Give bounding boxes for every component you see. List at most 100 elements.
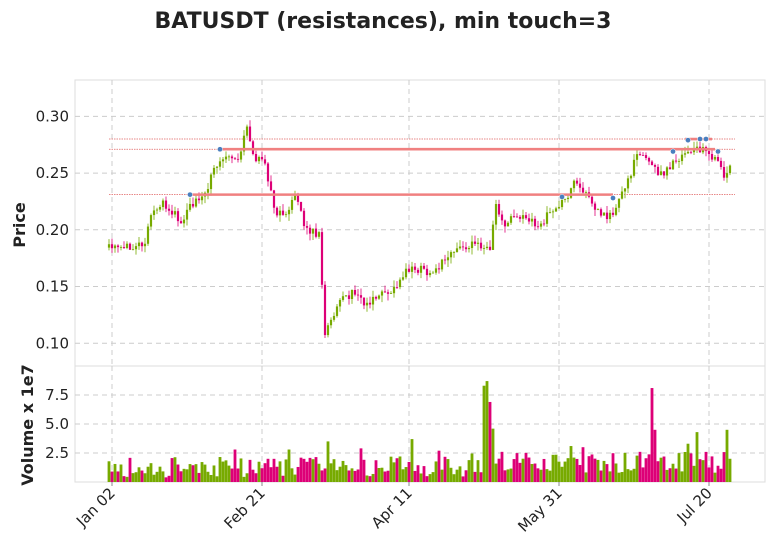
candle-body xyxy=(629,175,633,179)
volume-bar xyxy=(248,459,252,482)
volume-bar xyxy=(209,474,213,482)
candle-body xyxy=(524,215,528,219)
volume-bar xyxy=(281,475,285,482)
price-tick-label: 0.15 xyxy=(36,278,69,296)
volume-bar xyxy=(308,457,312,482)
candle-body xyxy=(551,211,555,213)
candle-body xyxy=(488,246,492,250)
candle-body xyxy=(431,272,435,274)
candle-body xyxy=(512,216,516,217)
candle-body xyxy=(509,216,513,223)
volume-bar xyxy=(134,472,138,482)
volume-bar xyxy=(554,454,558,482)
candle-body xyxy=(569,188,573,198)
candle-body xyxy=(518,216,522,219)
candle-body xyxy=(146,226,150,244)
x-tick-label: Jul 20 xyxy=(673,484,716,527)
candle-body xyxy=(539,223,543,227)
volume-bar xyxy=(155,471,159,482)
volume-bar xyxy=(446,459,450,482)
candle-body xyxy=(485,246,489,248)
candle-body xyxy=(329,319,333,326)
volume-bar xyxy=(431,472,435,482)
candle-body xyxy=(533,218,537,227)
candle-body xyxy=(476,242,480,244)
candle-body xyxy=(707,151,711,155)
candle-body xyxy=(332,315,336,320)
volume-bar xyxy=(323,468,327,482)
volume-bar xyxy=(311,459,315,482)
candle-body xyxy=(581,187,585,193)
candle-body xyxy=(470,241,474,249)
candle-body xyxy=(161,200,165,208)
candle-body xyxy=(134,246,138,250)
candle-body xyxy=(398,279,402,288)
volume-bar xyxy=(695,432,699,482)
candle-body xyxy=(530,218,534,222)
volume-bar xyxy=(725,429,729,482)
candle-body xyxy=(383,291,387,293)
volume-panel: 2.5 5.0 7.5 Volume x 1e7 xyxy=(18,364,766,486)
candle-body xyxy=(326,325,330,336)
candle-body xyxy=(317,232,321,237)
candle-body xyxy=(245,126,249,136)
volume-bar xyxy=(530,463,534,482)
candle-body xyxy=(650,161,654,166)
volume-bar xyxy=(641,467,645,482)
volume-bar xyxy=(692,465,696,482)
candle-body xyxy=(257,156,261,162)
candle-body xyxy=(410,266,414,272)
candle-body xyxy=(506,222,510,227)
volume-bar xyxy=(128,457,132,482)
candle-body xyxy=(710,154,714,160)
volume-bar xyxy=(464,470,468,482)
volume-bar xyxy=(353,470,357,482)
candle-body xyxy=(461,246,465,248)
candle-body xyxy=(662,171,666,176)
volume-bar xyxy=(278,461,282,482)
candle-body xyxy=(314,228,318,237)
volume-bar xyxy=(335,470,339,482)
volume-bar xyxy=(329,463,333,482)
volume-bar xyxy=(188,464,192,482)
candle-body xyxy=(590,196,594,204)
candle-body xyxy=(482,247,486,249)
volume-bar xyxy=(320,470,324,482)
candle-body xyxy=(497,204,501,215)
volume-bar xyxy=(506,469,510,482)
candle-body xyxy=(149,215,153,227)
candle-body xyxy=(236,158,240,160)
volume-bar xyxy=(593,458,597,482)
volume-bar xyxy=(341,460,345,482)
volume-bar xyxy=(548,470,552,482)
candle-body xyxy=(605,212,609,220)
candle-body xyxy=(215,166,219,168)
volume-bar xyxy=(608,471,612,482)
candle-body xyxy=(608,212,612,220)
volume-bar xyxy=(119,464,123,482)
volume-bar xyxy=(287,449,291,482)
volume-axis-label: Volume x 1e7 xyxy=(18,364,37,485)
volume-bar xyxy=(254,473,258,482)
candle-body xyxy=(380,291,384,296)
volume-bar xyxy=(194,464,198,482)
candle-body xyxy=(323,284,327,336)
volume-bar xyxy=(350,468,354,482)
x-axis-ticks: Jan 02 Feb 21 Apr 11 May 31 Jul 20 xyxy=(72,482,716,536)
volume-bar xyxy=(542,458,546,482)
candle-body xyxy=(491,224,495,250)
volume-bar xyxy=(233,449,237,482)
candle-body xyxy=(548,212,552,214)
volume-bar xyxy=(173,457,177,482)
volume-grid xyxy=(75,366,765,482)
volume-bar xyxy=(668,468,672,482)
candle-body xyxy=(353,289,357,295)
candle-body xyxy=(500,214,504,221)
candle-body xyxy=(596,209,600,211)
volume-bar xyxy=(488,401,492,482)
volume-bar xyxy=(110,471,114,482)
volume-bar xyxy=(524,452,528,482)
volume-bar xyxy=(584,472,588,482)
candle-body xyxy=(287,209,291,215)
volume-bars xyxy=(107,381,732,482)
